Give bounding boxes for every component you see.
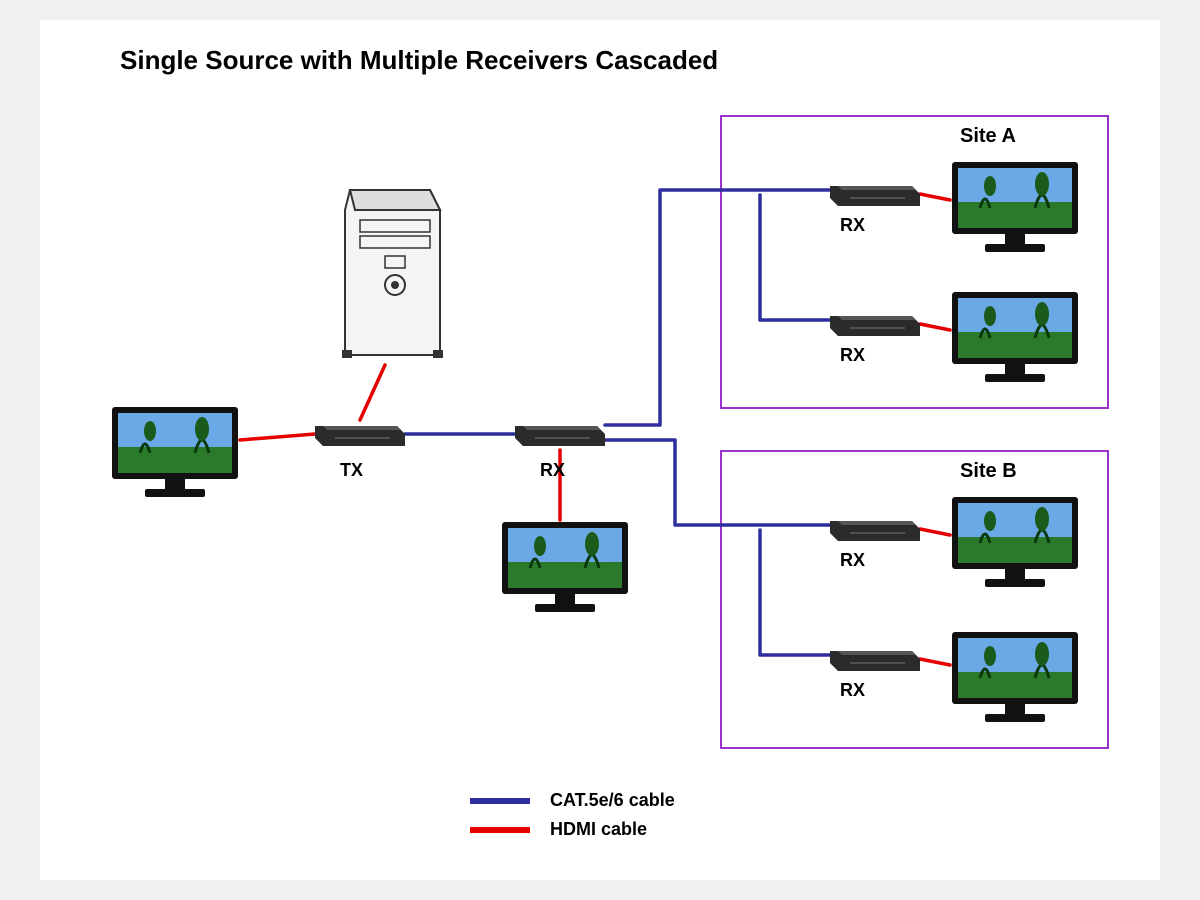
extender-box-icon (515, 420, 605, 448)
legend-cat-row: CAT.5e/6 cable (470, 790, 675, 811)
legend: CAT.5e/6 cable HDMI cable (470, 790, 675, 848)
tx-label: TX (340, 460, 363, 481)
extender-box-icon (830, 180, 920, 208)
monitor-icon (110, 405, 240, 500)
extender-box-icon (830, 310, 920, 338)
extender-box-icon (830, 645, 920, 673)
rx-label: RX (840, 215, 865, 236)
monitor-icon (950, 495, 1080, 590)
extender-box-icon (315, 420, 405, 448)
legend-cat-swatch (470, 798, 530, 804)
monitor-icon (950, 630, 1080, 725)
pc-tower-icon (330, 170, 450, 360)
monitor-icon (950, 160, 1080, 255)
legend-hdmi-swatch (470, 827, 530, 833)
monitor-icon (950, 290, 1080, 385)
monitor-icon (500, 520, 630, 615)
legend-hdmi-row: HDMI cable (470, 819, 675, 840)
extender-box-icon (830, 515, 920, 543)
diagram-title: Single Source with Multiple Receivers Ca… (120, 45, 718, 76)
diagram-canvas: Single Source with Multiple Receivers Ca… (40, 20, 1160, 880)
legend-cat-label: CAT.5e/6 cable (550, 790, 675, 811)
rx-label: RX (540, 460, 565, 481)
site-b-label: Site B (960, 460, 1017, 483)
legend-hdmi-label: HDMI cable (550, 819, 647, 840)
rx-label: RX (840, 680, 865, 701)
site-a-label: Site A (960, 125, 1016, 148)
rx-label: RX (840, 550, 865, 571)
rx-label: RX (840, 345, 865, 366)
